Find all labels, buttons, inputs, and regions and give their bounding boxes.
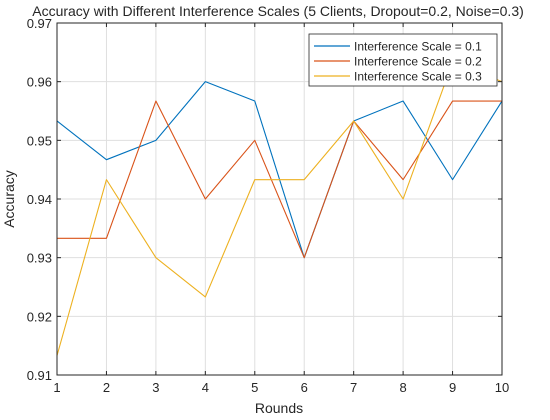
legend-label-1: Interference Scale = 0.1 [354, 40, 482, 54]
chart-title: Accuracy with Different Interference Sca… [32, 3, 524, 19]
y-tick-label: 0.97 [27, 16, 52, 31]
x-tick-label: 7 [350, 380, 357, 395]
x-tick-label: 10 [495, 380, 509, 395]
x-tick-label: 3 [152, 380, 159, 395]
x-tick-label: 5 [251, 380, 258, 395]
y-tick-label: 0.92 [27, 309, 52, 324]
series-lines [56, 61, 503, 356]
x-tick-label: 4 [202, 380, 209, 395]
y-axis-label: Accuracy [1, 170, 17, 228]
x-axis-label: Rounds [255, 400, 303, 416]
x-tick-label: 9 [449, 380, 456, 395]
legend-box [308, 33, 498, 87]
series-line-2 [57, 100, 502, 259]
y-tick-label: 0.96 [27, 75, 52, 90]
series-line-3 [56, 61, 503, 356]
x-tick-label: 2 [103, 380, 110, 395]
x-tick-label: 6 [301, 380, 308, 395]
legend-label-2: Interference Scale = 0.2 [354, 55, 482, 69]
y-tick-label: 0.95 [27, 133, 52, 148]
y-tick-label: 0.91 [27, 368, 52, 383]
y-tick-label: 0.94 [27, 192, 52, 207]
y-tick-label: 0.93 [27, 251, 52, 266]
axis-ticks: 1 2 3 4 5 6 7 8 9 10 0.91 0.92 0.93 0.94 0.95 0.96 0.97 [27, 16, 510, 395]
x-tick-label: 1 [53, 380, 60, 395]
legend-label-3: Interference Scale = 0.3 [354, 70, 482, 84]
x-tick-label: 8 [399, 380, 406, 395]
